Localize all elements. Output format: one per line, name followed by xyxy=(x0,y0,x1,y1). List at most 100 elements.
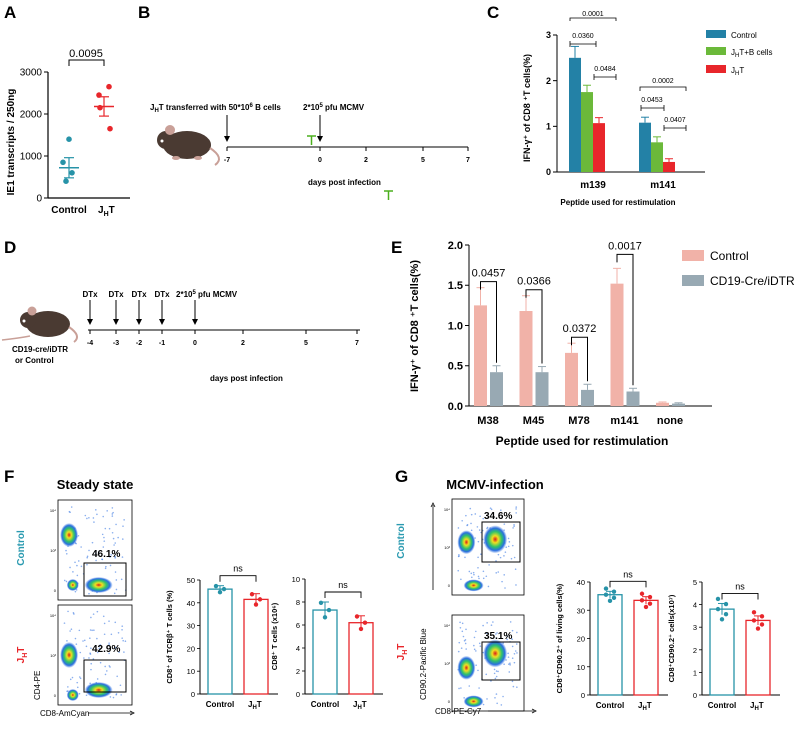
d-dtx-arrowhead xyxy=(87,319,93,325)
f-flow-plot-jht: 10⁴ 10³ 0 xyxy=(50,604,133,706)
f-flow-jht-population xyxy=(60,642,79,668)
a-data-point xyxy=(66,136,72,142)
f-bar1-ytick-label: 20 xyxy=(187,644,195,653)
f-flow-control-event xyxy=(92,517,95,519)
f-bar2-ytick-label: 8 xyxy=(296,598,300,607)
c-pvalue-1: 0.0001 xyxy=(582,11,604,18)
e-x-label: Peptide used for restimulation xyxy=(496,434,669,448)
c-pvalue-3: 0.0484 xyxy=(594,66,616,73)
g-bar1-y-label: CD8⁺CD90.2⁺ of living cells(%) xyxy=(555,583,564,693)
b-tick-label: 7 xyxy=(466,157,470,164)
g-flow-jht-event xyxy=(509,664,511,666)
f-flow-jht-event xyxy=(90,662,93,665)
c-legend-swatch-jht xyxy=(706,65,726,73)
f-bar2-ytick-label: 10 xyxy=(292,575,300,584)
d-tick-label: 5 xyxy=(304,340,308,347)
f-flow-jht-event xyxy=(106,670,108,672)
f-flow-control-event xyxy=(103,540,106,542)
g-flow-jht-event xyxy=(503,663,505,666)
f-bar1-bar xyxy=(207,588,233,695)
f-flow-control-event xyxy=(70,506,73,508)
g-flow-control-event xyxy=(503,574,506,576)
b-tick-label: -7 xyxy=(224,157,230,164)
g-flow-control-event xyxy=(515,506,518,508)
g-flow-jht-event xyxy=(458,641,461,644)
g-flow-jht-event xyxy=(463,697,465,699)
d-dtx-label: DTx xyxy=(154,290,170,299)
b-tick-label: 2 xyxy=(364,157,368,164)
e-sig-bracket xyxy=(525,289,543,364)
g-bar1-data-point xyxy=(611,595,617,600)
g-bar2-ytick-label: 5 xyxy=(693,578,697,587)
g-flow-jht-event xyxy=(506,638,508,641)
c-legend-control: Control xyxy=(731,31,757,40)
g-flow-control-event xyxy=(477,556,479,559)
g-flow-jht-population xyxy=(463,695,484,708)
d-tick-label: 7 xyxy=(355,340,359,347)
f-flow-jht-event xyxy=(71,676,74,679)
f-flow-control-event xyxy=(88,516,90,519)
f-flow-jht-event xyxy=(115,693,117,696)
b-axis-label: days post infection xyxy=(308,178,381,187)
f-flow-jht-event xyxy=(114,621,117,624)
g-flow-jht-event xyxy=(465,648,467,650)
g-flow-control-event xyxy=(458,553,460,556)
g-flow-plot-jht: 10⁴ 10³ 0 xyxy=(444,614,525,712)
f-gate-pct-control: 46.1% xyxy=(92,549,120,560)
f-flow-control-event xyxy=(101,533,104,536)
c-ytick-label: 2 xyxy=(546,76,551,86)
f-flow-jht-event xyxy=(108,665,111,667)
g-bar2-data-point xyxy=(751,610,757,615)
f-flow-jht-event xyxy=(112,696,115,699)
g-flow-jht-event xyxy=(495,670,498,672)
e-sig-bracket xyxy=(616,253,634,386)
d-tick-label: -4 xyxy=(87,340,93,347)
f-flow-control-event xyxy=(77,560,80,562)
g-flow-jht-event xyxy=(513,661,516,664)
c-bar xyxy=(651,142,663,172)
d-dtx-label: DTx xyxy=(108,290,124,299)
e-group-label: none xyxy=(657,415,683,427)
g-bar1-bar xyxy=(597,594,623,696)
f-flow-control-event xyxy=(76,564,78,567)
f-flow-control-event xyxy=(114,557,116,559)
f-flow-jht-event xyxy=(110,633,113,636)
c-ytick-label: 1 xyxy=(546,121,551,131)
c-bar xyxy=(593,123,605,172)
f-flow-jht-event xyxy=(72,612,75,614)
d-tick-label: 2 xyxy=(241,340,245,347)
panel-e: E 0.0 0.5 1.0 1.5 2.0 IFN-γ⁺ of CD8 ⁺T cells… xyxy=(391,238,795,448)
f-flow-control-event xyxy=(112,537,115,540)
e-group-label: m141 xyxy=(610,415,638,427)
f-bar1-data-point xyxy=(217,589,223,595)
g-title: MCMV-infection xyxy=(446,477,544,492)
c-pvalue-2: 0.0360 xyxy=(572,33,594,40)
g-bar2-bar xyxy=(709,608,735,696)
panel-letter-e: E xyxy=(391,238,402,257)
g-bar2-ytick-label: 1 xyxy=(693,668,697,677)
g-flow-jht-event xyxy=(465,628,467,631)
c-group-m139: m139 xyxy=(580,180,606,191)
g-flow-jht-event xyxy=(506,635,509,638)
f-flow-control-event xyxy=(69,511,71,514)
g-flow-control-event xyxy=(501,580,503,583)
f-flow-jht-event xyxy=(99,644,102,646)
f-flow-control-event xyxy=(123,519,125,521)
f-flow-jht-event xyxy=(85,694,88,697)
g-bar1-data-point xyxy=(611,589,617,594)
g-flow-control-event xyxy=(497,553,500,556)
a-data-point xyxy=(63,178,69,184)
c-pvalue-4: 0.0002 xyxy=(652,78,674,85)
f-flow-jht-event xyxy=(78,692,81,695)
g-bar2-data-point xyxy=(759,622,765,627)
a-y-label: IE1 transcripts / 250ng xyxy=(6,89,17,196)
f-flow-control-population xyxy=(66,579,79,591)
a-data-point xyxy=(69,170,75,176)
g-flow-jht-population xyxy=(457,655,476,680)
g-flow-jht-event xyxy=(497,670,499,673)
g-bar1-ytick-label: 40 xyxy=(577,578,585,587)
f-bar1-data-point xyxy=(221,586,227,592)
g-flow-jht-event xyxy=(479,645,482,647)
g-flow-jht-event xyxy=(468,685,471,687)
g-flow-control-event xyxy=(476,526,479,528)
